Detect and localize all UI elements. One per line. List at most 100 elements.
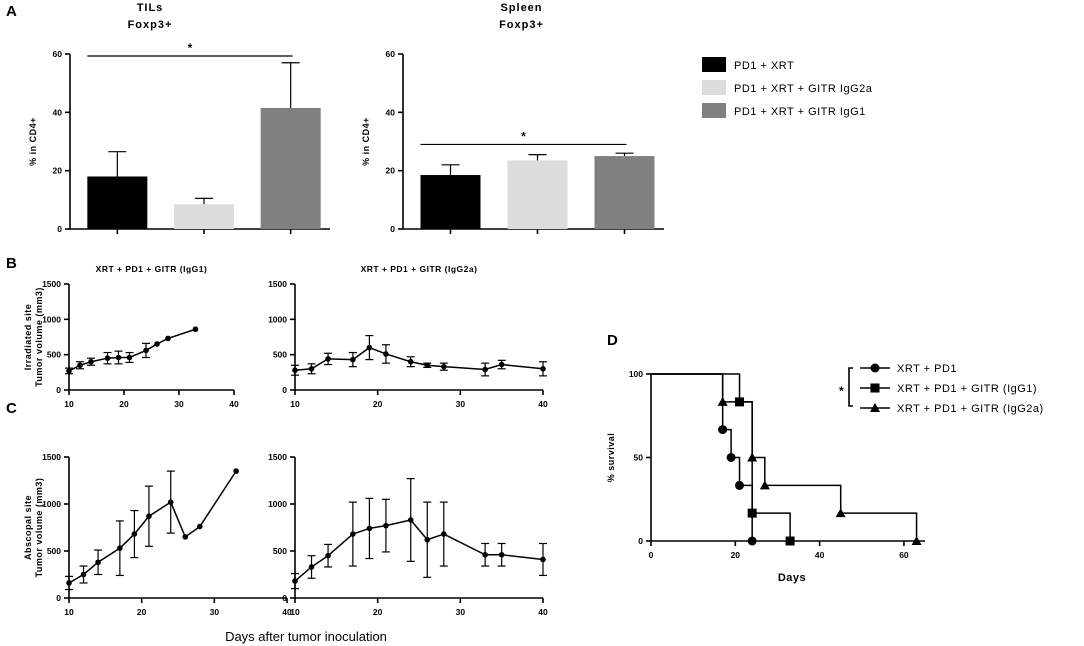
data-point (325, 356, 331, 362)
legend-label-gitr-igg1-survival: XRT + PD1 + GITR (IgG1) (897, 383, 1037, 395)
data-point (197, 523, 203, 530)
marker-circle (726, 453, 736, 462)
x-tick-label: 10 (290, 399, 300, 409)
data-point (66, 368, 72, 374)
y-axis-label: Irradiated site (23, 304, 33, 371)
data-point (117, 545, 123, 551)
x-tick-label: 30 (210, 607, 220, 617)
y-tick-label: 40 (386, 107, 396, 117)
data-point (441, 531, 447, 537)
y-tick-label: 50 (634, 453, 644, 463)
marker-circle (718, 425, 728, 435)
y-tick-label: 1000 (268, 314, 287, 324)
y-tick-label: 0 (282, 593, 287, 603)
chart-title: XRT + PD1 + GITR (IgG2a) (361, 264, 478, 274)
data-point (165, 335, 171, 342)
data-point (115, 354, 122, 361)
chart-spleen-foxp3: 0 20 40 60 % in CD4+ * Spleen Foxp3+ (361, 2, 664, 234)
y-axis-label: % in CD4+ (361, 117, 371, 166)
x-tick-label: 10 (64, 607, 74, 617)
legend-marker-triangle (870, 403, 880, 412)
y-tick-label: 0 (56, 593, 61, 603)
data-point (143, 347, 149, 354)
panel-letter-d: D (607, 332, 618, 349)
chart-irradiated-igg1: 0 500 1000 1500 10 20 30 40 Irradiated site Tumor… (23, 264, 239, 409)
legend-marker-square (870, 383, 880, 393)
x-tick-label: 10 (290, 607, 300, 617)
chart-title: Foxp3+ (128, 19, 173, 31)
legend-label-xrt-pd1: XRT + PD1 (897, 363, 957, 375)
y-tick-label: 1500 (42, 279, 61, 289)
y-axis-label: % survival (606, 433, 616, 483)
x-tick-label: 10 (64, 399, 74, 409)
marker-triangle (911, 536, 922, 545)
panel-letter-b: B (6, 255, 17, 272)
x-tick-label: 30 (174, 399, 184, 409)
y-tick-label: 500 (273, 350, 287, 360)
bar (174, 204, 234, 229)
y-axis-label: Tumor volume (mm3) (34, 478, 44, 578)
x-tick-label: 0 (649, 550, 654, 560)
legend-label-gitr-igg2a: PD1 + XRT + GITR IgG2a (734, 83, 873, 95)
chart-title: Spleen (500, 2, 542, 14)
y-tick-label: 500 (273, 546, 287, 556)
data-point (104, 355, 111, 362)
data-point (424, 362, 431, 369)
y-tick-label: 0 (638, 536, 643, 546)
data-point (383, 522, 389, 529)
significance-star: * (188, 41, 193, 55)
y-tick-label: 0 (390, 224, 395, 234)
data-point (350, 356, 356, 363)
marker-circle (735, 480, 745, 490)
bar (420, 175, 481, 229)
y-tick-label: 0 (57, 224, 62, 234)
data-point (366, 525, 373, 532)
y-tick-label: 20 (386, 166, 396, 176)
chart-title: XRT + PD1 + GITR (IgG1) (96, 264, 208, 274)
y-tick-label: 1000 (42, 314, 61, 324)
data-point (131, 531, 138, 537)
data-point (366, 344, 373, 351)
y-tick-label: 20 (53, 166, 63, 176)
data-point (498, 551, 505, 558)
x-tick-label: 40 (282, 607, 292, 617)
x-tick-label: 20 (119, 399, 129, 409)
data-point (540, 366, 546, 372)
series-line (294, 519, 544, 582)
data-point (482, 551, 488, 558)
data-point (192, 326, 199, 333)
data-point (308, 366, 315, 372)
marker-square (747, 508, 757, 518)
data-point (350, 531, 356, 537)
data-point (482, 366, 488, 373)
marker-triangle (747, 452, 758, 462)
legend-swatch-gitr-igg1 (702, 103, 726, 118)
y-tick-label: 1000 (42, 499, 61, 509)
y-tick-label: 1000 (268, 499, 287, 509)
bar (594, 156, 655, 229)
y-axis-label: % in CD4+ (28, 117, 38, 166)
bar (507, 160, 568, 229)
data-point (498, 361, 505, 368)
legend-label-gitr-igg2a-survival: XRT + PD1 + GITR (IgG2a) (897, 403, 1044, 415)
panel-letter-c: C (6, 400, 17, 417)
marker-triangle (759, 480, 770, 490)
data-point (126, 354, 133, 361)
data-point (407, 358, 414, 365)
data-point (66, 580, 72, 586)
data-point (383, 351, 389, 357)
x-tick-label: 60 (899, 550, 909, 560)
y-tick-label: 60 (53, 49, 63, 59)
data-point (154, 341, 160, 347)
x-axis-label-days-after-inoculation: Days after tumor inoculation (225, 629, 387, 644)
data-point (182, 534, 189, 540)
y-tick-label: 1500 (268, 452, 287, 462)
chart-tils-foxp3: 0 20 40 60 % in CD4+ * TILs Foxp3+ (28, 2, 330, 234)
x-tick-label: 20 (731, 550, 741, 560)
data-point (441, 363, 447, 370)
data-point (325, 552, 331, 559)
survival-line (651, 373, 791, 541)
x-tick-label: 30 (456, 399, 466, 409)
legend-bars: PD1 + XRT PD1 + XRT + GITR IgG2a PD1 + X… (702, 57, 873, 118)
